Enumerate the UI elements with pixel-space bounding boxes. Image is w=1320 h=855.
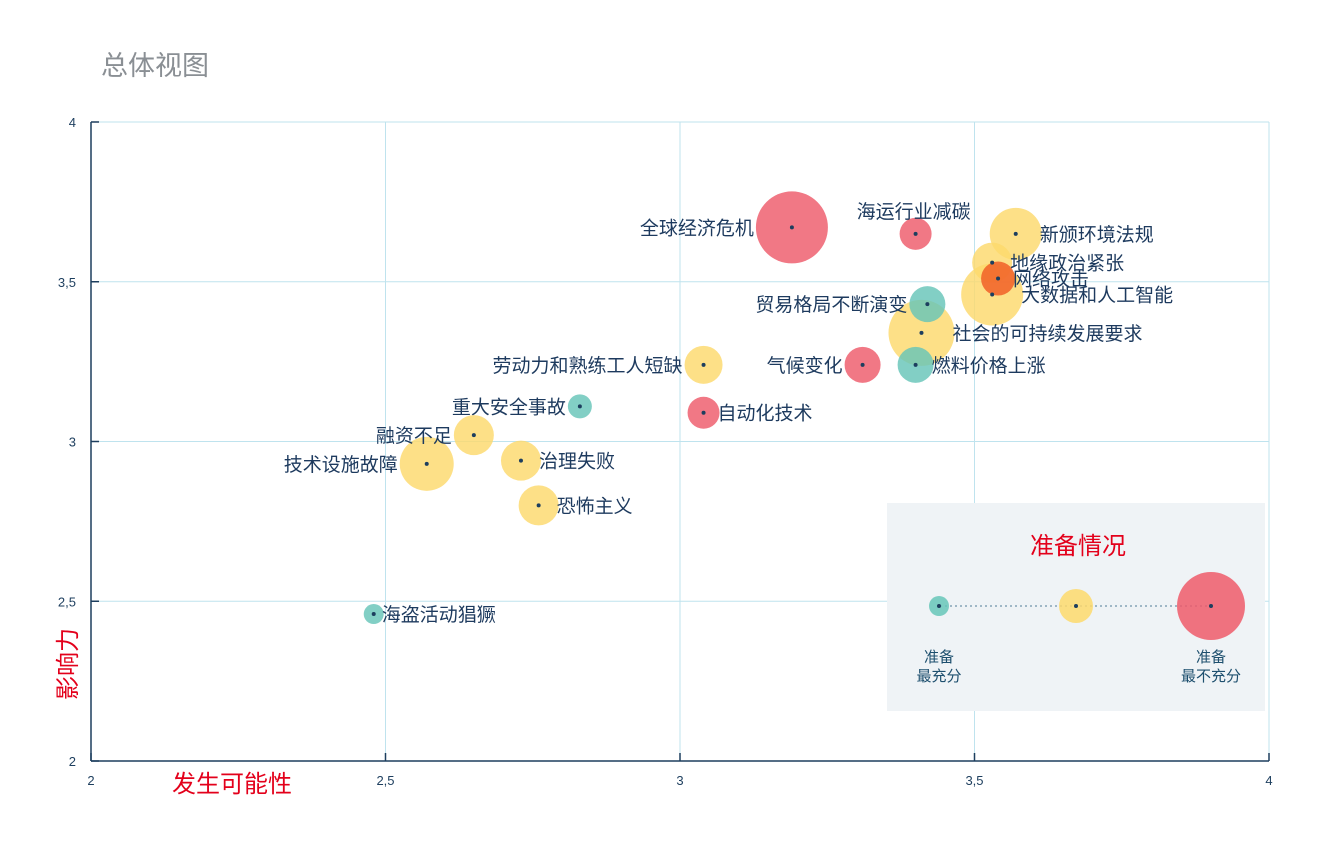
- point-label: 治理失败: [539, 451, 615, 473]
- bubble-center-dot: [577, 404, 582, 409]
- bubble-center-dot: [701, 410, 706, 415]
- point-label: 大数据和人工智能: [1021, 285, 1173, 307]
- x-tick-label: 2,5: [376, 773, 394, 788]
- point-label: 燃料价格上涨: [932, 355, 1046, 377]
- bubble-center-dot: [925, 302, 930, 307]
- bubble-center-dot: [1013, 231, 1018, 236]
- bubble-center-dot: [919, 330, 924, 335]
- x-tick-label: 4: [1265, 773, 1272, 788]
- point-label: 劳动力和熟练工人短缺: [493, 355, 683, 377]
- y-tick-label: 2,5: [58, 594, 76, 609]
- point-label: 全球经济危机: [640, 217, 754, 239]
- legend-caption-most: 准备 最充分: [899, 648, 979, 686]
- y-tick-label: 3: [69, 435, 76, 450]
- point-label: 气候变化: [767, 355, 843, 377]
- point-label: 地缘政治紧张: [1010, 253, 1124, 275]
- x-tick-label: 2: [87, 773, 94, 788]
- y-tick-label: 2: [69, 754, 76, 769]
- point-label: 自动化技术: [718, 403, 813, 425]
- bubble-center-dot: [990, 260, 995, 265]
- grid-layer: [91, 121, 1270, 761]
- legend-title: 准备情况: [1030, 532, 1126, 560]
- point-label: 恐怖主义: [557, 495, 633, 517]
- point-label: 新颁环境法规: [1040, 224, 1154, 246]
- bubble-center-dot: [371, 612, 376, 617]
- y-tick-label: 3,5: [58, 275, 76, 290]
- bubble-center-dot: [518, 458, 523, 463]
- bubble-center-dot: [860, 362, 865, 367]
- legend-most-line2: 最充分: [916, 667, 962, 685]
- y-tick-label: 4: [69, 115, 76, 130]
- bubble-center-dot: [789, 225, 794, 230]
- legend-most-line1: 准备: [923, 648, 954, 666]
- point-label: 技术设施故障: [284, 454, 398, 476]
- bubble-center-dot: [471, 433, 476, 438]
- bubble-center-dot: [913, 362, 918, 367]
- y-axis-label: 影响力: [54, 628, 82, 700]
- legend-least-line1: 准备: [1195, 648, 1226, 666]
- point-label: 社会的可持续发展要求: [952, 323, 1142, 345]
- x-tick-label: 3,5: [965, 773, 983, 788]
- bubble-center-dot: [701, 362, 706, 367]
- bubble-center-dot: [990, 292, 995, 297]
- point-label: 融资不足: [376, 425, 452, 447]
- legend-least-line2: 最不充分: [1180, 667, 1241, 685]
- point-label: 重大安全事故: [452, 396, 566, 418]
- point-label: 海运行业减碳: [857, 201, 971, 223]
- bubble-center-dot: [996, 276, 1001, 281]
- bubble-center-dot: [913, 231, 918, 236]
- point-label: 网络攻击: [1013, 269, 1089, 291]
- x-axis-label: 发生可能性: [172, 770, 292, 798]
- x-tick-label: 3: [676, 773, 683, 788]
- chart-title: 总体视图: [101, 51, 209, 82]
- point-label: 海盗活动猖獗: [382, 604, 496, 626]
- bubble-center-dot: [536, 503, 541, 508]
- bubble-center-dot: [424, 461, 429, 466]
- legend-caption-least: 准备 最不充分: [1166, 648, 1256, 686]
- axis-layer: 22 2,5 2,5 3 3 3,5 3,5 4 4: [58, 115, 1273, 788]
- point-label: 贸易格局不断演变: [755, 294, 907, 316]
